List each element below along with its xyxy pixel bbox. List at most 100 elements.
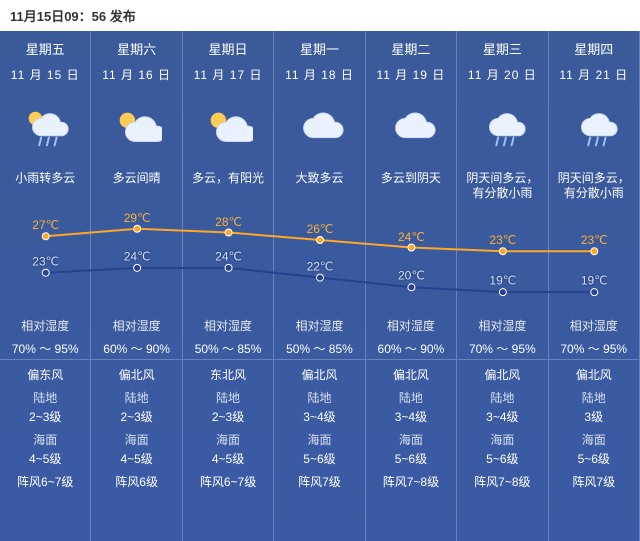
wind-block: 偏北风 陆地 3~4级 海面 5~6级 阵风7级 (274, 366, 364, 496)
wind-sea-label: 海面 (549, 431, 639, 448)
row-divider (457, 359, 547, 360)
condition-text: 阴天间多云，有分散小雨 (464, 171, 540, 201)
humidity-label: 相对湿度 (113, 317, 161, 334)
weekday-label: 星期三 (483, 39, 522, 58)
temp-high-label: 28℃ (215, 215, 242, 229)
wind-direction: 偏北风 (366, 366, 456, 383)
weekday-label: 星期五 (26, 39, 65, 58)
humidity-value: 50% ～ 85% (195, 340, 262, 357)
temp-high-label: 29℃ (124, 211, 151, 225)
wind-sea-value: 4~5级 (0, 450, 90, 467)
wind-sea-value: 5~6级 (366, 450, 456, 467)
sun-cloud-rain-icon (0, 101, 90, 157)
temp-chart-slot (366, 201, 456, 313)
date-label: 11 月 15 日 (11, 66, 80, 83)
weekday-label: 星期二 (391, 39, 430, 58)
wind-land-value: 3~4级 (274, 408, 364, 425)
wind-land-label: 陆地 (549, 389, 639, 406)
wind-direction: 偏东风 (0, 366, 90, 383)
row-divider (274, 359, 364, 360)
date-label: 11 月 21 日 (559, 66, 628, 83)
wind-sea-value: 5~6级 (457, 450, 547, 467)
wind-gust-value: 阵风7~8级 (366, 473, 456, 490)
wind-land-value: 2~3级 (183, 408, 273, 425)
wind-sea-value: 4~5级 (91, 450, 181, 467)
wind-land-label: 陆地 (183, 389, 273, 406)
humidity-label: 相对湿度 (478, 317, 526, 334)
wind-land-label: 陆地 (457, 389, 547, 406)
date-label: 11 月 18 日 (285, 66, 354, 83)
date-label: 11 月 19 日 (376, 66, 445, 83)
row-divider (0, 359, 90, 360)
humidity-label: 相对湿度 (570, 317, 618, 334)
humidity-value: 50% ～ 85% (286, 340, 353, 357)
humidity-value: 70% ～ 95% (560, 340, 627, 357)
temp-low-label: 24℃ (124, 249, 151, 263)
row-divider (549, 359, 639, 360)
wind-block: 偏北风 陆地 3~4级 海面 5~6级 阵风7~8级 (457, 366, 547, 496)
humidity-value: 60% ～ 90% (378, 340, 445, 357)
wind-land-label: 陆地 (91, 389, 181, 406)
date-label: 11 月 20 日 (468, 66, 537, 83)
forecast-grid: 星期五11 月 15 日小雨转多云相对湿度70% ～ 95% 偏东风 陆地 2~… (0, 31, 640, 541)
condition-text: 多云到阴天 (379, 171, 443, 201)
date-label: 11 月 16 日 (102, 66, 171, 83)
weekday-label: 星期六 (117, 39, 156, 58)
wind-block: 偏北风 陆地 3~4级 海面 5~6级 阵风7~8级 (366, 366, 456, 496)
wind-land-label: 陆地 (366, 389, 456, 406)
publish-time: 11月15日09：56 发布 (0, 0, 640, 31)
wind-block: 偏东风 陆地 2~3级 海面 4~5级 阵风6~7级 (0, 366, 90, 496)
wind-block: 东北风 陆地 2~3级 海面 4~5级 阵风6~7级 (183, 366, 273, 496)
wind-sea-label: 海面 (91, 431, 181, 448)
temp-chart-slot (549, 201, 639, 313)
wind-land-label: 陆地 (274, 389, 364, 406)
wind-sea-label: 海面 (457, 431, 547, 448)
forecast-day-column: 星期日11 月 17 日多云，有阳光相对湿度50% ～ 85% 东北风 陆地 2… (183, 31, 274, 541)
wind-gust-value: 阵风6级 (91, 473, 181, 490)
wind-land-label: 陆地 (0, 389, 90, 406)
wind-gust-value: 阵风6~7级 (183, 473, 273, 490)
weekday-label: 星期四 (574, 39, 613, 58)
wind-land-value: 3~4级 (457, 408, 547, 425)
wind-block: 偏北风 陆地 2~3级 海面 4~5级 阵风6级 (91, 366, 181, 496)
temp-high-label: 27℃ (32, 218, 59, 232)
sun-cloud-icon (183, 101, 273, 157)
wind-direction: 偏北风 (274, 366, 364, 383)
humidity-label: 相对湿度 (21, 317, 69, 334)
wind-block: 偏北风 陆地 3级 海面 5~6级 阵风7级 (549, 366, 639, 496)
temp-low-label: 19℃ (581, 274, 608, 288)
temp-high-label: 23℃ (489, 233, 516, 247)
temp-high-label: 24℃ (398, 230, 425, 244)
forecast-day-column: 星期一11 月 18 日大致多云相对湿度50% ～ 85% 偏北风 陆地 3~4… (274, 31, 365, 541)
forecast-day-column: 星期六11 月 16 日多云间晴相对湿度60% ～ 90% 偏北风 陆地 2~3… (91, 31, 182, 541)
wind-direction: 偏北风 (549, 366, 639, 383)
temp-low-label: 20℃ (398, 269, 425, 283)
wind-land-value: 2~3级 (0, 408, 90, 425)
wind-direction: 偏北风 (91, 366, 181, 383)
wind-sea-label: 海面 (274, 431, 364, 448)
wind-direction: 偏北风 (457, 366, 547, 383)
row-divider (183, 359, 273, 360)
sun-cloud-icon (91, 101, 181, 157)
cloud-rain-icon (549, 101, 639, 157)
condition-text: 大致多云 (293, 171, 345, 201)
temp-low-label: 24℃ (215, 249, 242, 263)
wind-gust-value: 阵风7级 (274, 473, 364, 490)
humidity-label: 相对湿度 (295, 317, 343, 334)
wind-sea-label: 海面 (183, 431, 273, 448)
humidity-value: 70% ～ 95% (12, 340, 79, 357)
temp-low-label: 19℃ (489, 274, 516, 288)
row-divider (366, 359, 456, 360)
temp-chart-slot (457, 201, 547, 313)
condition-text: 阴天间多云，有分散小雨 (556, 171, 632, 201)
wind-gust-value: 阵风6~7级 (0, 473, 90, 490)
humidity-value: 70% ～ 95% (469, 340, 536, 357)
weekday-label: 星期日 (209, 39, 248, 58)
condition-text: 多云，有阳光 (190, 171, 266, 201)
wind-land-value: 3级 (549, 408, 639, 425)
cloud-icon (366, 101, 456, 157)
temp-low-label: 22℃ (307, 259, 334, 273)
forecast-day-column: 星期二11 月 19 日多云到阴天相对湿度60% ～ 90% 偏北风 陆地 3~… (366, 31, 457, 541)
cloud-rain-icon (457, 101, 547, 157)
cloud-icon (274, 101, 364, 157)
